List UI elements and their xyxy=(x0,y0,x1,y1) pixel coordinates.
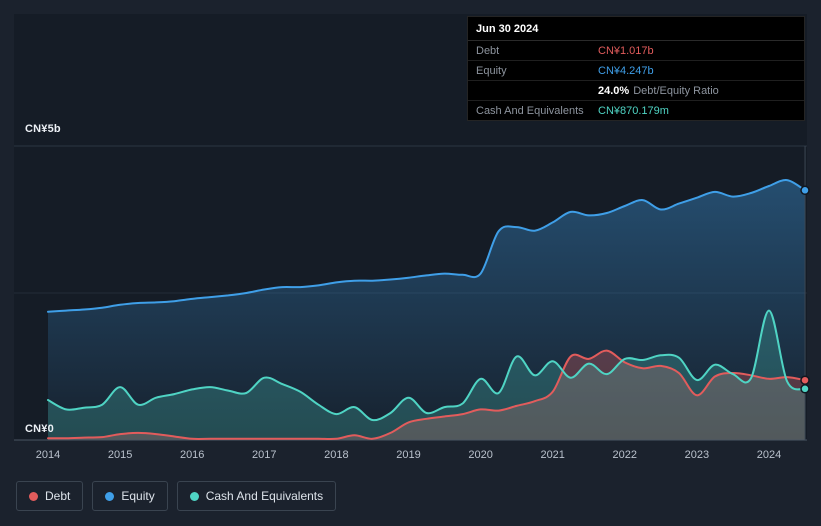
x-tick-2019: 2019 xyxy=(396,449,421,461)
chart-canvas[interactable] xyxy=(0,0,821,470)
y-axis-label-max: CN¥5b xyxy=(25,123,61,135)
x-tick-2017: 2017 xyxy=(252,449,277,461)
tooltip-debt-row: Debt CN¥1.017b xyxy=(468,41,804,61)
legend-label-cash: Cash And Equivalents xyxy=(205,489,324,503)
tooltip-cash-value: CN¥870.179m xyxy=(598,105,669,117)
tooltip-ratio: 24.0% Debt/Equity Ratio xyxy=(598,85,719,97)
y-axis-label-min: CN¥0 xyxy=(25,423,54,435)
tooltip-equity-label: Equity xyxy=(476,65,507,77)
legend-item-debt[interactable]: Debt xyxy=(16,481,84,511)
x-tick-2016: 2016 xyxy=(179,449,205,461)
tooltip-equity-row: Equity CN¥4.247b xyxy=(468,61,804,81)
x-tick-2021: 2021 xyxy=(540,449,565,461)
tooltip-cash-row: Cash And Equivalents CN¥870.179m xyxy=(468,101,804,120)
legend-item-equity[interactable]: Equity xyxy=(92,481,168,511)
x-tick-2014: 2014 xyxy=(35,449,61,461)
tooltip-date: Jun 30 2024 xyxy=(468,17,804,41)
legend: Debt Equity Cash And Equivalents xyxy=(16,481,337,511)
tooltip-card: Jun 30 2024 Debt CN¥1.017b Equity CN¥4.2… xyxy=(467,16,805,121)
tooltip-ratio-label: Debt/Equity Ratio xyxy=(633,85,719,97)
tooltip-ratio-value: 24.0% xyxy=(598,85,630,97)
legend-swatch-equity-icon xyxy=(105,491,115,501)
tooltip-equity-value: CN¥4.247b xyxy=(598,65,654,77)
tooltip-cash-label: Cash And Equivalents xyxy=(476,105,584,117)
legend-swatch-cash-icon xyxy=(189,491,199,501)
tooltip-debt-value: CN¥1.017b xyxy=(598,45,654,57)
legend-label-equity: Equity xyxy=(121,489,155,503)
x-tick-2024: 2024 xyxy=(756,449,782,461)
legend-item-cash[interactable]: Cash And Equivalents xyxy=(176,481,337,511)
x-tick-2015: 2015 xyxy=(107,449,133,461)
legend-swatch-debt-icon xyxy=(29,491,38,501)
x-tick-2020: 2020 xyxy=(468,449,493,461)
x-tick-2023: 2023 xyxy=(684,449,710,461)
x-tick-2022: 2022 xyxy=(612,449,638,461)
x-tick-2018: 2018 xyxy=(324,449,349,461)
legend-label-debt: Debt xyxy=(45,489,71,503)
tooltip-debt-label: Debt xyxy=(476,45,500,57)
tooltip-ratio-row: 24.0% Debt/Equity Ratio xyxy=(468,81,804,101)
